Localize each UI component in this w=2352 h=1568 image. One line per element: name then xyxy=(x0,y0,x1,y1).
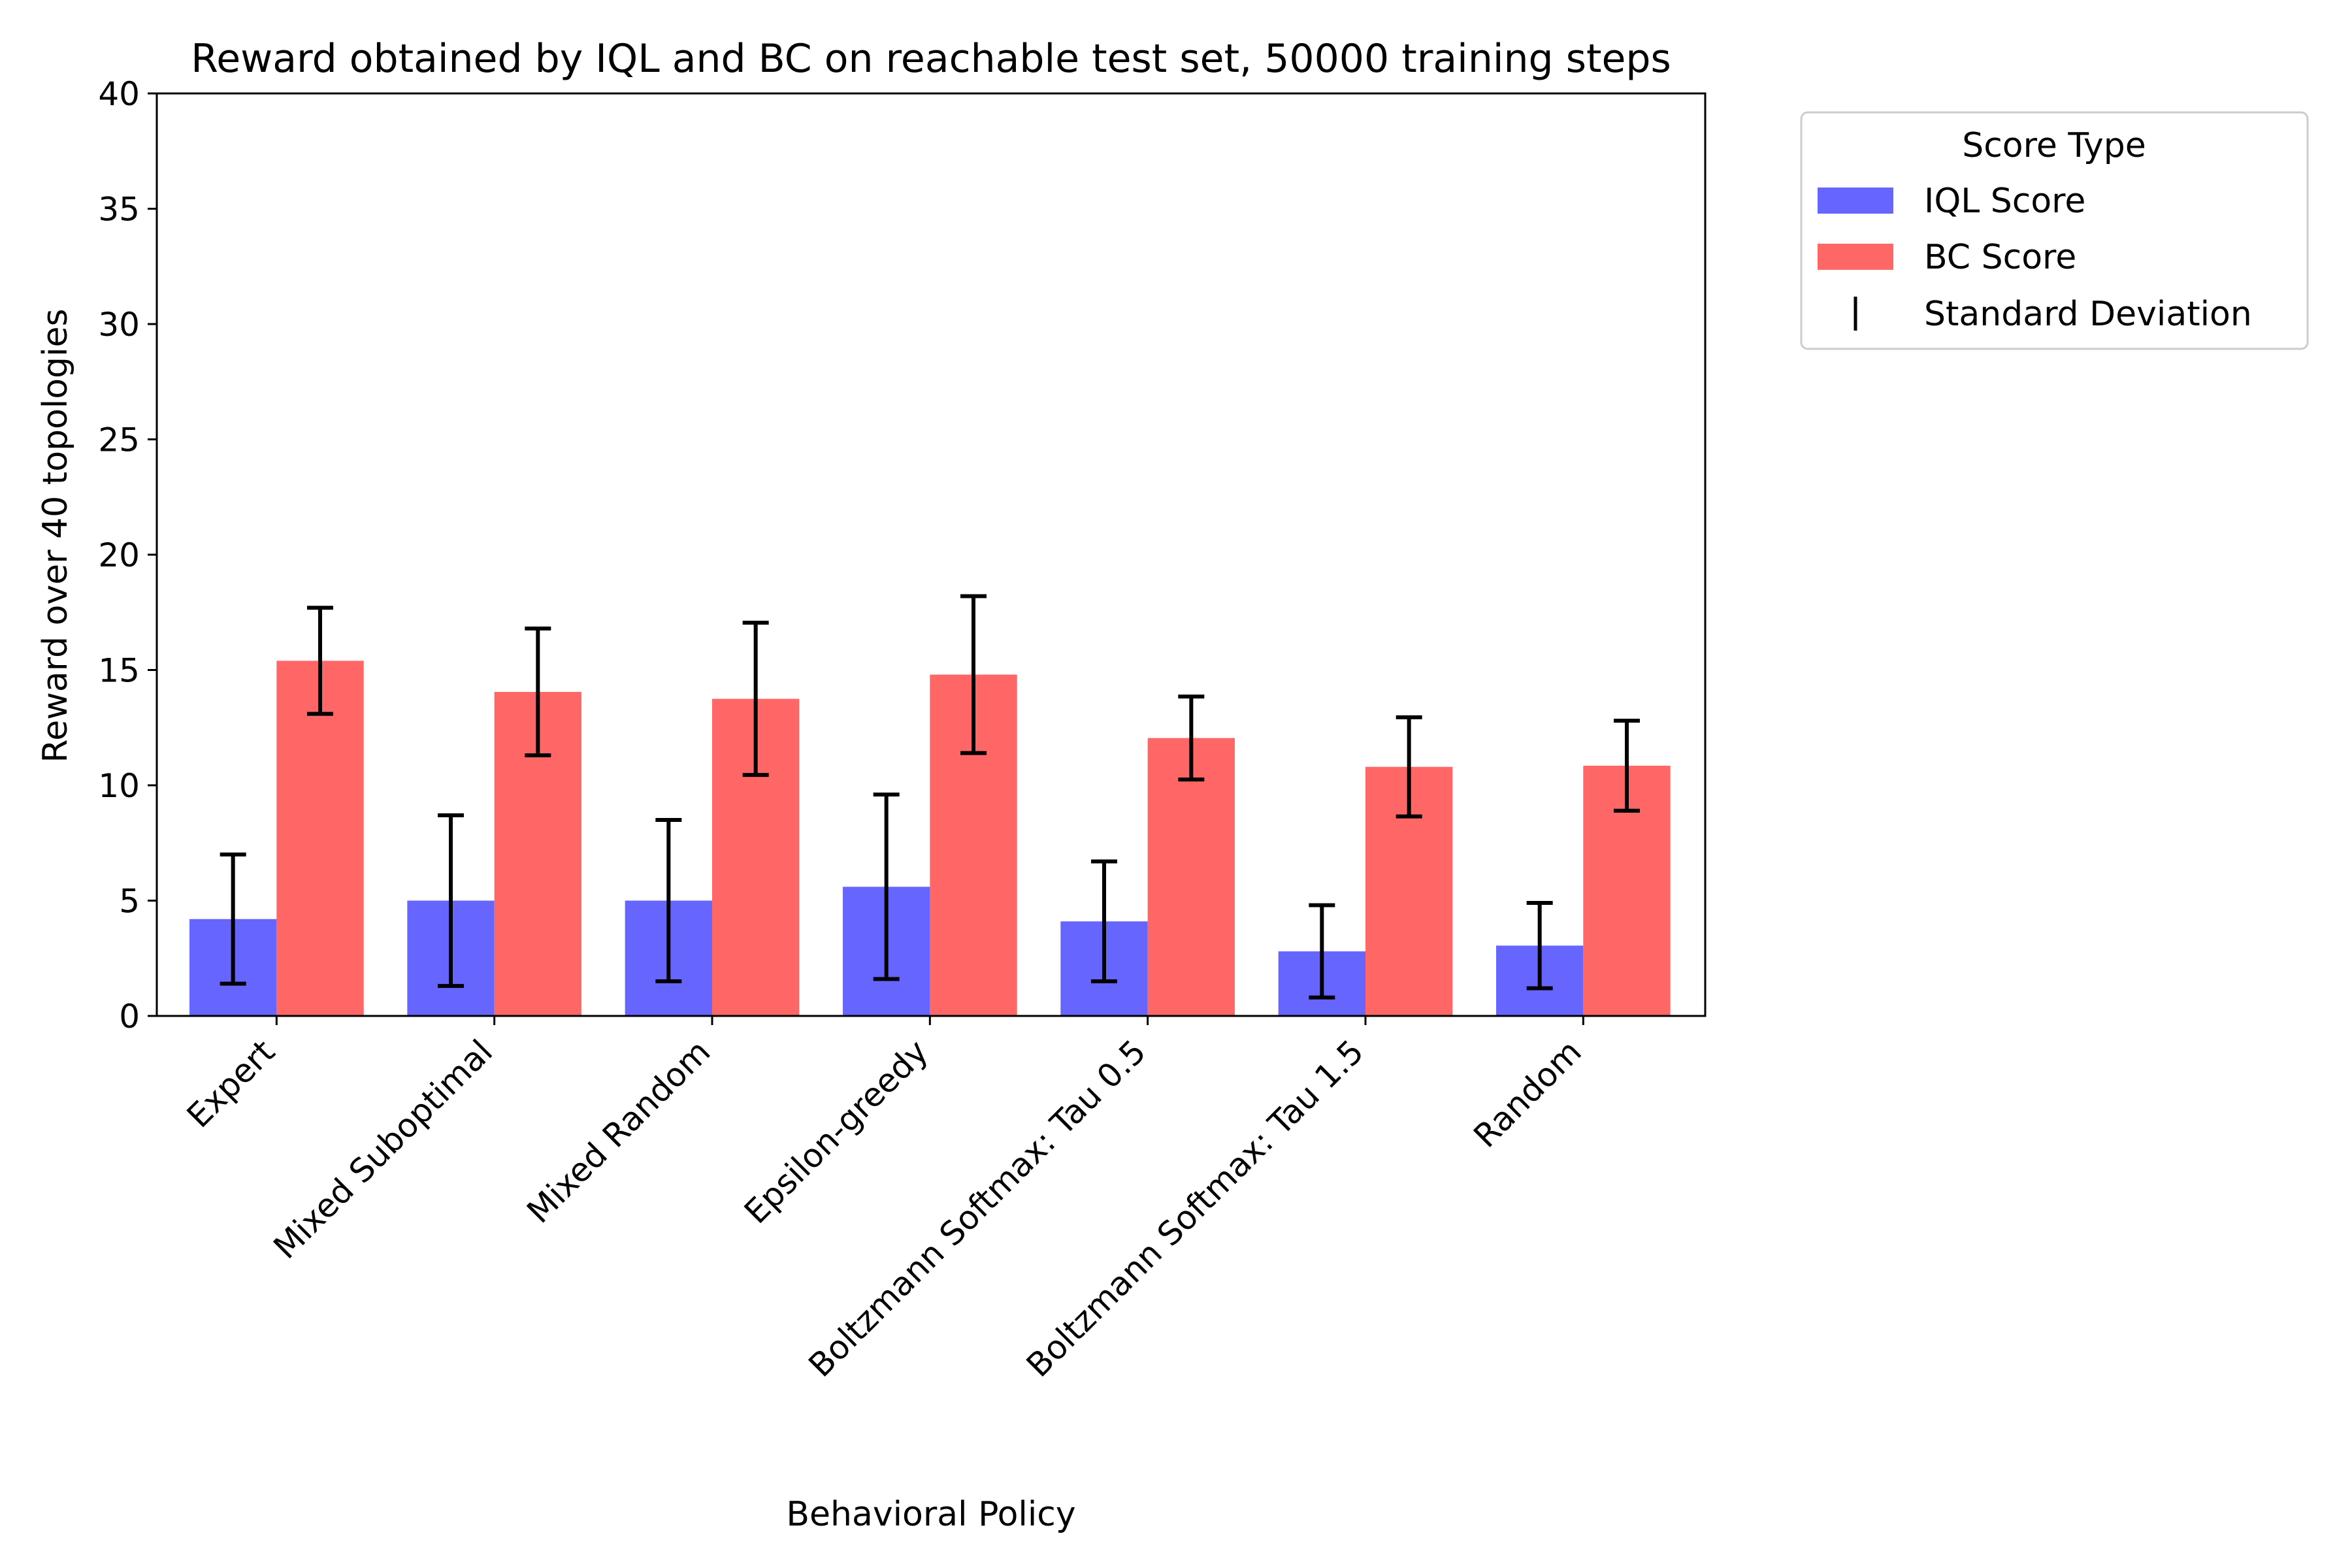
legend-swatch-bc xyxy=(1818,244,1893,270)
y-tick-label: 10 xyxy=(98,767,140,805)
legend-swatch-iql xyxy=(1818,188,1893,214)
bar-bc xyxy=(1147,738,1235,1016)
y-axis-label: Reward over 40 topologies xyxy=(36,308,75,762)
legend-title: Score Type xyxy=(1962,126,2146,165)
y-tick-label: 35 xyxy=(98,191,140,229)
y-tick-label: 5 xyxy=(119,883,140,921)
y-tick-label: 15 xyxy=(98,652,140,690)
y-tick-label: 25 xyxy=(98,421,140,459)
legend-label-bc: BC Score xyxy=(1924,238,2076,277)
y-tick-label: 20 xyxy=(98,536,140,574)
legend: Score Type IQL Score BC Score Standard D… xyxy=(1800,111,2309,350)
y-tick-label: 40 xyxy=(98,75,140,113)
legend-frame xyxy=(1800,111,2309,350)
bar-bc xyxy=(276,661,364,1016)
x-axis-label: Behavioral Policy xyxy=(786,1495,1075,1534)
y-tick-label: 0 xyxy=(119,998,140,1036)
legend-label-iql: IQL Score xyxy=(1924,182,2085,221)
plot-area xyxy=(189,594,1671,1016)
y-tick-label: 30 xyxy=(98,306,140,344)
legend-label-std: Standard Deviation xyxy=(1924,295,2252,334)
chart-title: Reward obtained by IQL and BC on reachab… xyxy=(191,36,1671,82)
